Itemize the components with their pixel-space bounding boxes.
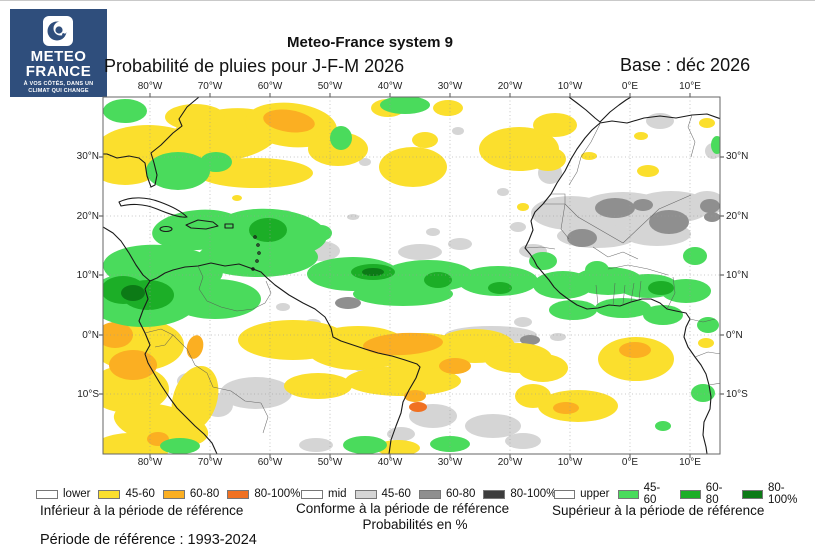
lon-label: 0°E <box>621 81 639 92</box>
legend-swatch-mid <box>418 489 441 499</box>
lat-label: 10°N <box>726 270 749 281</box>
lat-label: 0°N <box>82 329 99 341</box>
legend-group-lower: lower 45-60 60-80 80-100% <box>36 488 303 500</box>
legend-entry-label: 45-60 <box>381 488 411 500</box>
logo-tagline-line2: CLIMAT QUI CHANGE <box>28 87 89 94</box>
latitude-axis-right: 30°N 20°N 10°N 0°N 10°S <box>726 97 768 454</box>
lon-label: 0°E <box>621 457 639 468</box>
logo-brand: METEO FRANCE <box>10 49 107 79</box>
coastlines <box>103 97 720 454</box>
legend-swatch-upper <box>617 489 639 499</box>
lat-label: 20°N <box>726 210 749 222</box>
country-borders <box>144 114 720 434</box>
legend-units-note: Probabilités en % <box>362 517 468 532</box>
longitude-axis-top: 80°W 70°W 60°W 50°W 40°W 30°W 20°W 10°W 0°E 10°E <box>103 81 720 93</box>
logo-tagline-line1: À VOS CÔTÉS, DANS UN <box>23 81 94 87</box>
lon-label: 80°W <box>137 81 163 92</box>
lat-label: 30°N <box>76 151 99 162</box>
legend-swatch-mid <box>354 489 377 499</box>
legend-swatch-upper <box>741 489 763 499</box>
logo-tagline: À VOS CÔTÉS, DANS UN CLIMAT QUI CHANGE <box>10 81 107 94</box>
lon-label: 40°W <box>377 457 403 468</box>
lat-label: 30°N <box>726 151 749 162</box>
lon-label: 70°W <box>197 457 223 468</box>
lon-label: 10°W <box>557 81 583 92</box>
legend-swatch-lower <box>36 489 58 499</box>
legend-caption-lower: Inférieur à la période de référence <box>40 503 244 518</box>
legend-swatch-mid <box>301 489 323 499</box>
legend-swatch-lower <box>98 489 121 499</box>
legend-swatch-lower <box>227 489 250 499</box>
lon-label: 60°W <box>257 457 283 468</box>
lon-label: 50°W <box>317 81 343 92</box>
legend-entry-label: upper <box>580 488 610 500</box>
lat-label: 10°S <box>77 389 99 400</box>
legend-caption-mid: Conforme à la période de référence <box>296 501 510 516</box>
lon-label: 20°W <box>497 81 523 92</box>
lat-label: 10°S <box>726 389 748 400</box>
meteo-france-moon-icon <box>43 16 73 46</box>
legend-group-mid: mid 45-60 60-80 80-100% <box>301 488 559 500</box>
base-date-label: Base : déc 2026 <box>620 55 751 75</box>
legend-entry-label: 45-60 <box>643 482 661 506</box>
below-80-100-patches <box>409 402 427 412</box>
legend-swatch-upper <box>554 489 576 499</box>
legend-entry-label: mid <box>328 488 347 500</box>
logo-brand-line2: FRANCE <box>25 63 92 80</box>
legend-entry-label: 60-80 <box>705 482 723 506</box>
lon-label: 40°W <box>377 81 403 92</box>
above-80-100-patches <box>121 268 384 301</box>
lat-label: 20°N <box>76 210 99 222</box>
legend-swatch-upper <box>679 489 701 499</box>
lon-label: 80°W <box>137 457 163 468</box>
legend-entry-label: 80-100% <box>767 482 798 506</box>
lon-label: 10°E <box>679 457 701 468</box>
lon-label: 10°W <box>557 457 583 468</box>
page-subtitle: Probabilité de pluies pour J-F-M 2026 <box>104 56 405 76</box>
latitude-axis-left: 30°N 20°N 10°N 0°N 10°S <box>57 97 99 454</box>
legend-entry-label: 60-80 <box>445 488 476 500</box>
lon-label: 60°W <box>257 81 283 92</box>
legend-swatch-mid <box>483 489 506 499</box>
lat-label: 0°N <box>726 329 743 341</box>
lon-label: 10°E <box>679 81 701 92</box>
legend-group-upper: upper 45-60 60-80 80-100% <box>554 482 815 506</box>
lon-label: 50°W <box>317 457 343 468</box>
legend-swatch-lower <box>162 489 185 499</box>
longitude-axis-bottom: 80°W 70°W 60°W 50°W 40°W 30°W 20°W 10°W 0°E 10°E <box>103 457 720 469</box>
lon-label: 70°W <box>197 81 223 92</box>
meteo-france-logo: METEO FRANCE À VOS CÔTÉS, DANS UN CLIMAT… <box>10 9 107 97</box>
lon-label: 20°W <box>497 457 523 468</box>
legend-entry-label: 45-60 <box>125 488 155 500</box>
legend-entry-label: 80-100% <box>510 488 557 500</box>
map-frame <box>102 96 721 455</box>
legend-entry-label: 60-80 <box>189 488 220 500</box>
reference-period-label: Période de référence : 1993-2024 <box>40 532 257 548</box>
axis-ticks <box>99 93 724 458</box>
legend-caption-upper: Supérieur à la période de référence <box>552 503 765 518</box>
lat-label: 10°N <box>76 270 99 281</box>
probability-map <box>99 93 724 458</box>
lon-label: 30°W <box>437 81 463 92</box>
lon-label: 30°W <box>437 457 463 468</box>
legend-entry-label: lower <box>63 488 91 500</box>
legend-entry-label: 80-100% <box>254 488 301 500</box>
logo-brand-line1: METEO <box>30 48 87 65</box>
page-title: Meteo-France system 9 <box>287 34 453 51</box>
